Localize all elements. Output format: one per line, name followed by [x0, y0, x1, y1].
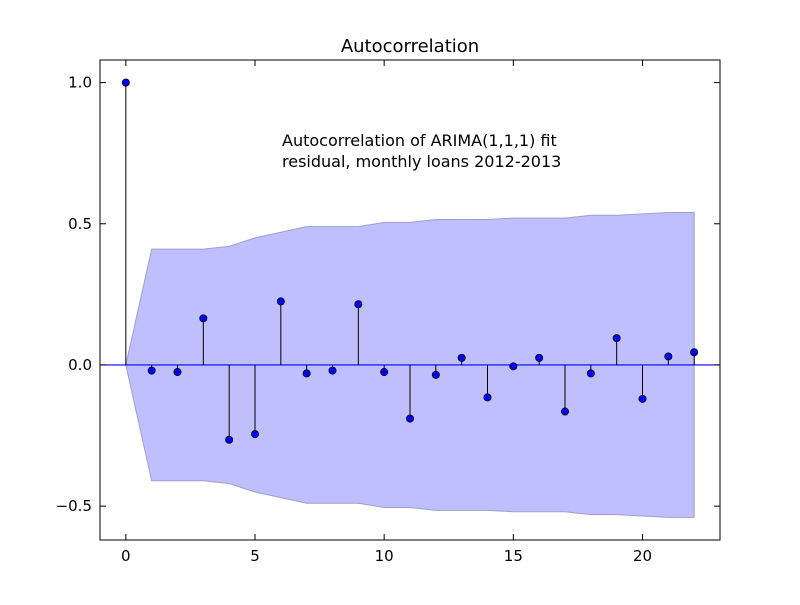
chart-title: Autocorrelation	[341, 36, 479, 57]
plot-area	[100, 78, 720, 518]
acf-point-lag-13	[457, 353, 466, 362]
acf-point-lag-4	[225, 435, 234, 444]
acf-point-lag-8	[328, 366, 337, 375]
acf-point-lag-16	[535, 353, 544, 362]
acf-point-lag-9	[354, 300, 363, 309]
y-tick-label-0: 1.0	[68, 74, 92, 92]
acf-point-lag-0	[121, 78, 130, 87]
acf-point-lag-17	[561, 407, 570, 416]
annotation-line-1: Autocorrelation of ARIMA(1,1,1) fit	[282, 131, 557, 150]
axes-frame	[99, 59, 721, 541]
acf-point-lag-3	[199, 314, 208, 323]
acf-point-lag-14	[483, 393, 492, 402]
acf-point-lag-15	[509, 362, 518, 371]
axes: 0 5 10 15 20 1.0 0.5 0.0 −0.5	[56, 59, 721, 565]
acf-point-lag-18	[586, 369, 595, 378]
acf-point-lag-10	[380, 367, 389, 376]
x-tick-label-10: 10	[375, 547, 394, 565]
y-tick-label-3: −0.5	[56, 497, 92, 515]
x-tick-label-5: 5	[250, 547, 260, 565]
plot-content	[100, 78, 720, 518]
acf-point-lag-11	[405, 414, 414, 423]
annotation-line-2: residual, monthly loans 2012-2013	[282, 152, 561, 171]
acf-point-lag-1	[147, 366, 156, 375]
acf-point-lag-7	[302, 369, 311, 378]
acf-point-lag-22	[690, 348, 699, 357]
acf-point-lag-19	[612, 334, 621, 343]
x-tick-label-15: 15	[504, 547, 523, 565]
acf-point-lag-2	[173, 367, 182, 376]
y-tick-label-2: 0.0	[68, 356, 92, 374]
x-tick-label-20: 20	[633, 547, 652, 565]
acf-point-lag-12	[431, 370, 440, 379]
acf-point-lag-5	[250, 430, 259, 439]
acf-point-lag-6	[276, 297, 285, 306]
y-tick-label-1: 0.5	[68, 215, 92, 233]
acf-point-lag-21	[664, 352, 673, 361]
acf-point-lag-20	[638, 394, 647, 403]
x-tick-label-0: 0	[121, 547, 131, 565]
